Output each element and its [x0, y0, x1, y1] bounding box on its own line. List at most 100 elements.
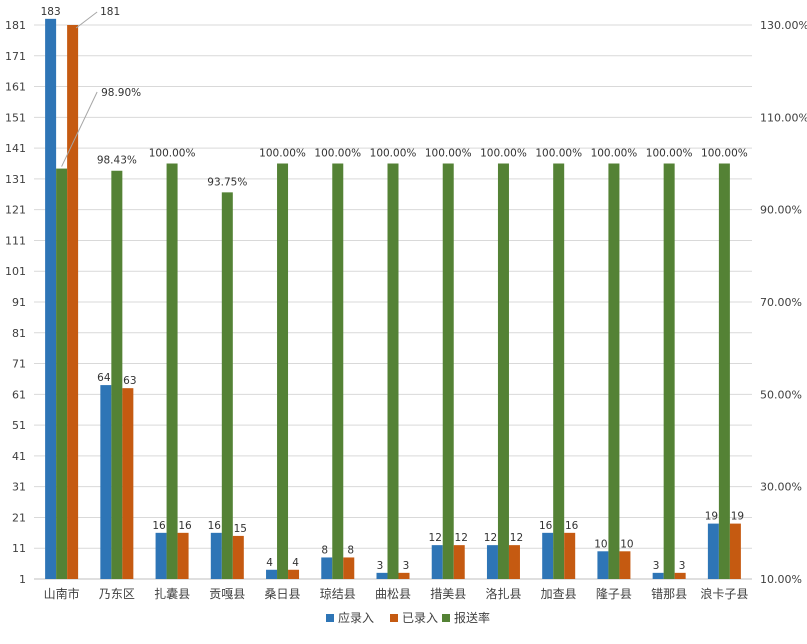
- bar-报送率: [663, 163, 675, 579]
- data-label: 15: [234, 523, 247, 535]
- x-tick-label: 山南市: [44, 586, 80, 601]
- data-label: 3: [377, 560, 384, 572]
- y-right-tick-label: 130.00%: [760, 19, 807, 32]
- y-left-tick-label: 71: [12, 358, 26, 371]
- bar-已录入: [674, 572, 686, 579]
- bar-已录入: [67, 25, 79, 579]
- x-tick-label: 洛扎县: [485, 586, 521, 601]
- bar-已录入: [398, 572, 410, 579]
- legend-label: 应录入: [338, 610, 374, 625]
- bar-已录入: [508, 545, 520, 579]
- bar-报送率: [442, 163, 454, 579]
- y-right-tick-label: 30.00%: [760, 481, 802, 494]
- x-tick-label: 错那县: [651, 587, 687, 601]
- data-label: 16: [565, 520, 579, 532]
- leader-line: [75, 11, 98, 29]
- x-tick-label: 乃东区: [99, 587, 135, 601]
- legend-swatch: [442, 614, 450, 622]
- bar-已录入: [343, 557, 355, 579]
- bar-报送率: [111, 170, 123, 579]
- legend-swatch: [390, 614, 398, 622]
- y-right-tick-label: 10.00%: [760, 573, 802, 586]
- data-label: 93.75%: [207, 176, 247, 188]
- bar-应录入: [597, 551, 609, 579]
- y-left-tick-label: 131: [5, 173, 26, 186]
- y-left-tick-label: 61: [12, 388, 26, 401]
- data-label: 12: [455, 532, 468, 544]
- y-left-tick-label: 181: [5, 19, 26, 32]
- bar-应录入: [376, 572, 388, 579]
- bar-已录入: [122, 388, 134, 579]
- bar-应录入: [707, 523, 719, 579]
- y-left-tick-label: 21: [12, 511, 26, 524]
- data-label: 10: [620, 538, 633, 550]
- y-left-tick-label: 91: [12, 296, 26, 309]
- data-label: 100.00%: [370, 148, 417, 160]
- data-label: 19: [731, 511, 744, 523]
- y-left-tick-label: 31: [12, 481, 26, 494]
- data-label: 12: [484, 532, 497, 544]
- bar-报送率: [56, 168, 68, 579]
- y-right-tick-label: 50.00%: [760, 388, 802, 401]
- bar-已录入: [288, 569, 300, 579]
- y-right-tick-label: 90.00%: [760, 204, 802, 217]
- bar-已录入: [564, 532, 576, 579]
- data-label: 100.00%: [259, 148, 306, 160]
- bar-报送率: [553, 163, 565, 579]
- legend: 应录入 已录入 报送率: [326, 610, 490, 625]
- x-tick-label: 扎囊县: [154, 586, 190, 601]
- y-left-tick-label: 41: [12, 450, 26, 463]
- y-left-tick-label: 51: [12, 419, 26, 432]
- x-tick-label: 措美县: [430, 587, 466, 601]
- data-label: 4: [292, 557, 299, 569]
- x-tick-label: 曲松县: [375, 587, 411, 601]
- data-label: 4: [266, 557, 273, 569]
- bar-应录入: [45, 18, 57, 580]
- data-label: 100.00%: [701, 148, 748, 160]
- bar-报送率: [277, 163, 289, 579]
- legend-label: 已录入: [402, 611, 438, 625]
- x-tick-label: 浪卡子县: [700, 586, 748, 601]
- axes: 1112131415161718191101111121131141151161…: [5, 19, 807, 601]
- data-label: 181: [100, 6, 120, 18]
- bar-应录入: [652, 572, 664, 579]
- data-label: 100.00%: [591, 148, 638, 160]
- data-label: 100.00%: [646, 148, 693, 160]
- x-tick-label: 隆子县: [596, 586, 632, 601]
- bar-报送率: [221, 192, 233, 579]
- bar-应录入: [321, 557, 333, 579]
- x-tick-label: 贡嘎县: [209, 587, 245, 601]
- data-label: 16: [208, 520, 222, 532]
- y-left-tick-label: 161: [5, 81, 26, 94]
- bar-已录入: [232, 535, 244, 579]
- bar-已录入: [729, 523, 741, 579]
- data-label: 100.00%: [425, 148, 472, 160]
- bar-报送率: [718, 163, 730, 579]
- data-label: 98.90%: [101, 87, 141, 99]
- bar-应录入: [100, 385, 112, 579]
- data-label: 8: [347, 544, 354, 556]
- y-left-tick-label: 151: [5, 111, 26, 124]
- data-label: 19: [705, 511, 718, 523]
- data-label: 12: [510, 532, 523, 544]
- y-left-tick-label: 1: [19, 573, 26, 586]
- y-left-tick-label: 121: [5, 204, 26, 217]
- y-left-tick-label: 81: [12, 327, 26, 340]
- legend-swatch: [326, 614, 334, 622]
- bar-报送率: [166, 163, 178, 579]
- bar-报送率: [497, 163, 509, 579]
- x-tick-label: 琼结县: [320, 586, 356, 601]
- data-label: 3: [403, 560, 410, 572]
- bar-已录入: [453, 545, 465, 579]
- y-right-tick-label: 110.00%: [760, 111, 807, 124]
- leader-line: [61, 91, 98, 167]
- data-label: 98.43%: [97, 155, 137, 167]
- data-label: 12: [429, 532, 442, 544]
- data-label: 3: [679, 560, 686, 572]
- data-label: 16: [539, 520, 553, 532]
- data-label: 10: [594, 538, 607, 550]
- bar-应录入: [155, 532, 167, 579]
- y-left-tick-label: 171: [5, 50, 26, 63]
